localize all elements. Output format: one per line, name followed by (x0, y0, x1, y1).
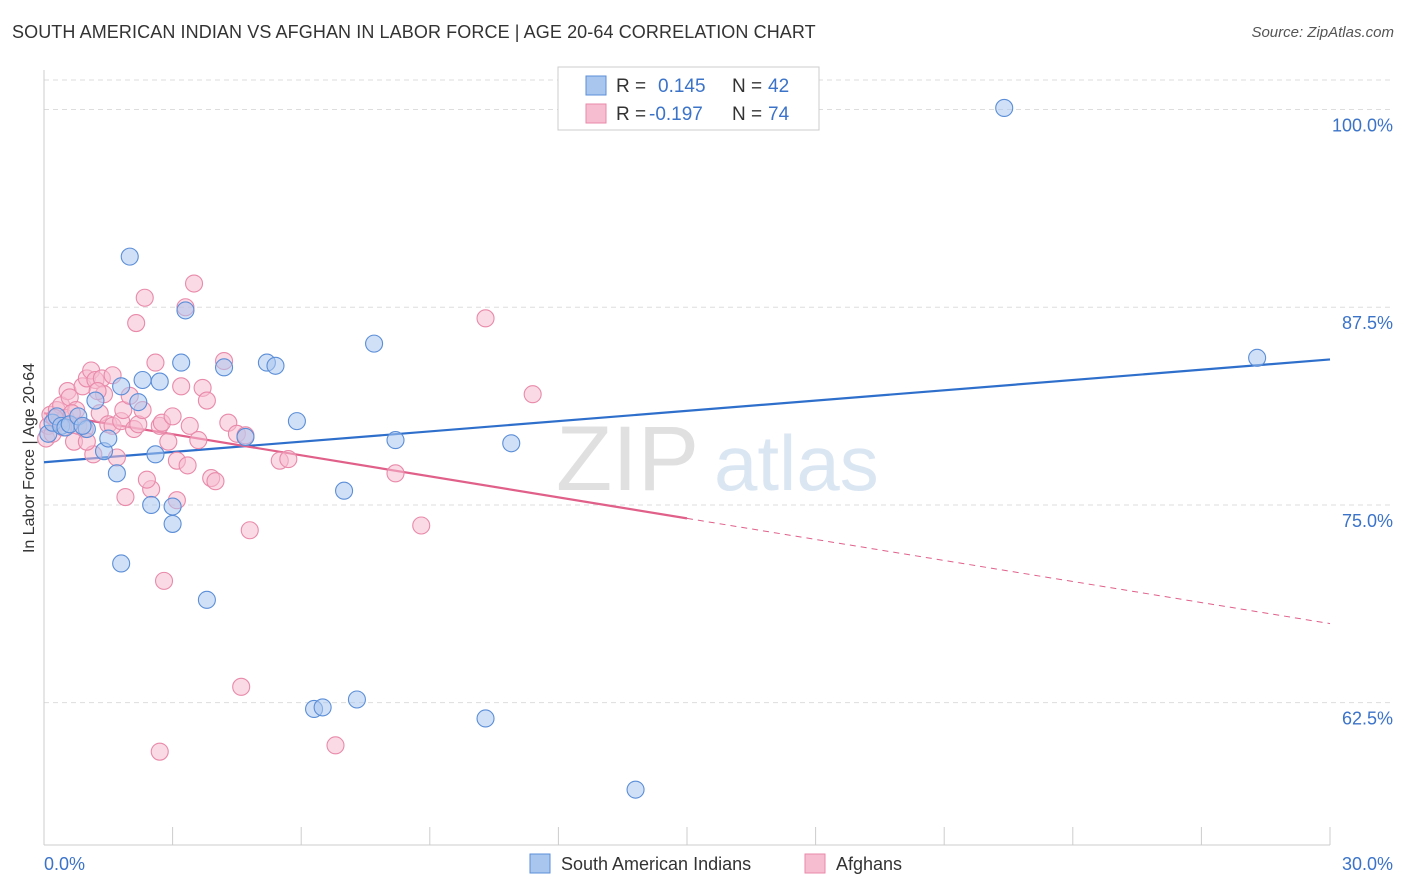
legend-r-label: R = (616, 76, 646, 97)
south-american-indian-point (287, 412, 306, 431)
south-american-indian-point (365, 334, 384, 353)
y-tick-label: 75.0% (1342, 511, 1393, 531)
stats-legend: R = 0.145 N = 42 R = -0.197 N = 74 (557, 66, 820, 131)
afghan-point (127, 314, 146, 333)
tick-labels: 62.5% 75.0% 87.5% 100.0% 0.0% 30.0% (44, 116, 1393, 874)
legend-n-label: N = (732, 104, 762, 125)
watermark-logo: ZIP atlas (556, 408, 879, 510)
south-american-indian-point (73, 416, 92, 435)
y-tick-label: 100.0% (1332, 116, 1393, 136)
afghan-point (146, 353, 165, 372)
south-american-indian-point (150, 372, 169, 391)
source-credit: Source: ZipAtlas.com (1251, 24, 1394, 41)
south-american-indian-point (995, 98, 1014, 118)
south-american-indian-point (1248, 348, 1267, 367)
south-american-indian-point (214, 358, 234, 377)
afghan-point (279, 450, 298, 469)
afghan-point (178, 456, 197, 475)
south-american-indian-point (313, 698, 332, 717)
afghan-point (523, 385, 542, 404)
data-points (37, 98, 1267, 799)
south-american-indian-point (112, 377, 131, 396)
trend-lines (43, 358, 1331, 625)
south-american-indian-point (236, 427, 255, 446)
afghan-point (476, 309, 495, 328)
south-american-indian-point (133, 370, 152, 390)
south-american-indian-point (176, 301, 195, 320)
y-axis-label: In Labor Force | Age 20-64 (21, 363, 38, 553)
watermark-atlas: atlas (714, 419, 879, 507)
legend-swatch-pink (585, 103, 607, 124)
afghan-point (184, 274, 204, 293)
afghan-point (137, 470, 156, 489)
south-american-indian-trend-line (43, 358, 1331, 464)
legend-swatch-blue (585, 75, 607, 96)
afghan-point (116, 487, 135, 507)
afghan-point (412, 516, 431, 535)
south-american-indian-point (163, 497, 182, 516)
afghan-point (172, 377, 191, 396)
south-american-indian-point (502, 434, 521, 453)
south-american-indian-point (476, 709, 495, 728)
legend-n-value: 42 (768, 76, 789, 97)
afghan-point (232, 677, 251, 696)
south-american-indian-point (129, 393, 148, 412)
series-legend: South American Indians Afghans (529, 853, 902, 874)
axes (43, 70, 1331, 846)
grid-lines (44, 79, 1392, 704)
afghan-point (326, 736, 345, 755)
legend-r-label: R = (616, 104, 646, 125)
legend-n-value: 74 (768, 104, 790, 125)
watermark-zip: ZIP (556, 408, 699, 510)
afghan-trend-line-extension (686, 517, 1331, 625)
south-american-indian-point (163, 514, 182, 533)
south-american-indian-point (626, 780, 645, 799)
south-american-indian-point (335, 481, 354, 500)
afghan-point (163, 407, 182, 426)
afghan-point (159, 432, 178, 451)
legend-r-value: -0.197 (649, 104, 703, 125)
afghan-point (386, 464, 405, 483)
afghan-point (150, 742, 169, 761)
afghan-trend-line (43, 412, 688, 520)
south-american-indian-point (142, 495, 161, 514)
south-american-indian-point (86, 391, 105, 410)
south-american-indian-point (172, 353, 191, 372)
legend-n-label: N = (732, 76, 762, 97)
afghan-point (180, 416, 199, 435)
legend-swatch-south-american-indians (529, 853, 551, 874)
legend-swatch-afghans (804, 853, 826, 874)
y-tick-label: 87.5% (1342, 313, 1393, 333)
x-tick-label: 30.0% (1342, 854, 1393, 874)
south-american-indian-point (266, 356, 285, 375)
x-tick-label: 0.0% (44, 854, 85, 874)
south-american-indian-point (197, 590, 216, 609)
afghan-point (154, 571, 174, 590)
legend-r-value: 0.145 (658, 76, 706, 97)
south-american-indian-point (120, 247, 139, 266)
south-american-indian-point (347, 690, 366, 709)
south-american-indian-point (107, 464, 126, 483)
y-tick-label: 62.5% (1342, 709, 1393, 729)
legend-label-south-american-indians: South American Indians (561, 854, 751, 874)
afghan-point (240, 521, 259, 540)
afghan-point (135, 288, 154, 307)
afghan-point (197, 391, 216, 410)
south-american-indian-point (99, 429, 118, 448)
south-american-indian-point (386, 431, 405, 450)
south-american-indian-point (112, 554, 131, 573)
legend-label-afghans: Afghans (836, 854, 902, 874)
chart-title: SOUTH AMERICAN INDIAN VS AFGHAN IN LABOR… (12, 22, 816, 42)
south-american-indian-point (146, 445, 165, 464)
afghan-point (206, 472, 225, 491)
afghan-point (189, 431, 208, 450)
